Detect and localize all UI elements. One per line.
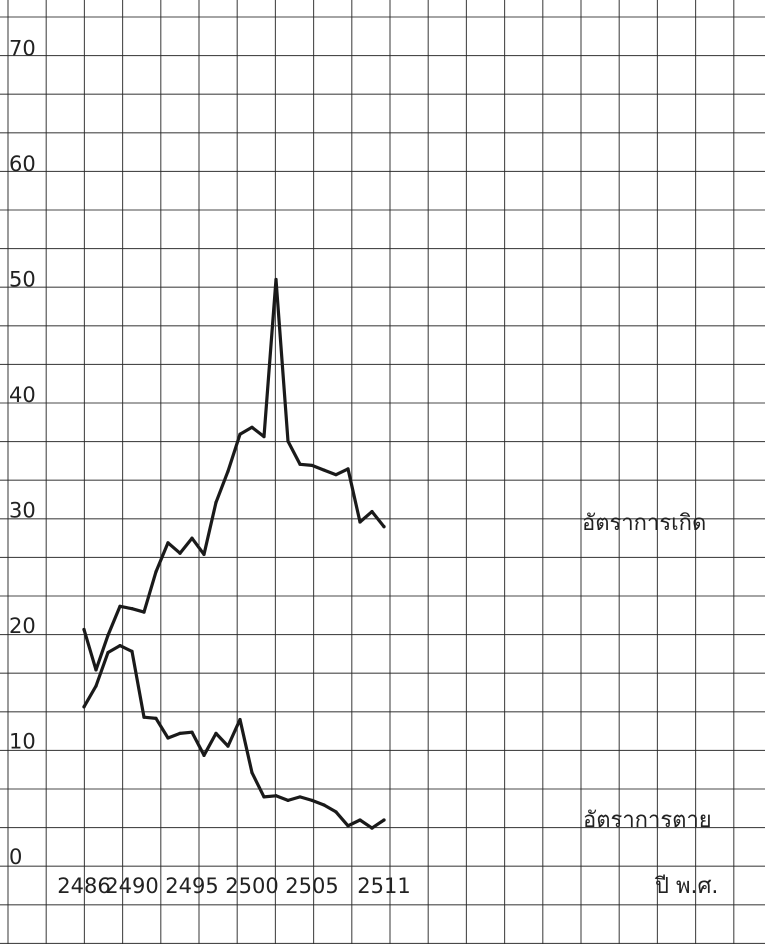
data-point xyxy=(286,798,290,802)
data-point xyxy=(274,277,278,282)
x-tick-label: 2511 xyxy=(357,874,410,898)
data-point xyxy=(118,644,122,648)
data-point xyxy=(202,753,206,757)
data-point xyxy=(370,510,374,514)
data-point xyxy=(106,633,110,637)
data-point xyxy=(106,650,110,655)
data-point xyxy=(310,463,314,468)
data-point xyxy=(190,536,194,540)
data-point xyxy=(82,627,86,632)
birth-rate-line xyxy=(82,277,386,672)
x-tick-label: 2486 xyxy=(57,874,110,898)
x-tick-label: 2495 xyxy=(165,874,218,898)
data-point xyxy=(250,771,254,775)
data-point xyxy=(214,731,218,736)
data-point xyxy=(298,795,302,799)
data-point xyxy=(238,717,242,722)
data-point xyxy=(298,462,302,466)
data-point xyxy=(166,541,170,545)
data-point xyxy=(382,525,386,529)
data-point xyxy=(142,610,146,614)
data-point xyxy=(382,818,386,822)
x-tick-label: 2490 xyxy=(105,874,158,898)
data-point xyxy=(238,432,242,436)
data-point xyxy=(226,469,230,473)
data-point xyxy=(130,649,134,653)
data-point xyxy=(214,500,218,504)
y-tick-label: 30 xyxy=(9,499,36,523)
data-point xyxy=(82,705,86,709)
data-point xyxy=(322,803,326,807)
y-tick-label: 10 xyxy=(9,730,36,754)
data-point xyxy=(346,824,350,828)
data-point xyxy=(370,826,374,830)
data-point xyxy=(310,798,314,802)
data-point xyxy=(202,552,206,556)
data-point xyxy=(334,473,338,477)
chart-series xyxy=(82,277,386,830)
y-axis-ticks: 0 10 20 30 40 50 60 70 xyxy=(9,37,36,870)
y-tick-label: 70 xyxy=(9,37,36,61)
y-tick-label: 60 xyxy=(9,152,36,176)
data-point xyxy=(358,818,362,822)
data-point xyxy=(334,810,338,814)
data-point xyxy=(262,795,266,799)
x-axis-label: ปี พ.ศ. xyxy=(654,874,719,899)
data-point xyxy=(118,604,122,608)
data-point xyxy=(250,425,254,429)
series-labels: อัตราการเกิดอัตราการตาย xyxy=(582,511,712,833)
death-rate-label: อัตราการตาย xyxy=(583,808,712,833)
data-point xyxy=(94,668,98,672)
data-point xyxy=(322,468,326,472)
data-point xyxy=(346,467,350,471)
data-point xyxy=(94,684,98,688)
y-tick-label: 20 xyxy=(9,614,36,638)
y-tick-label: 0 xyxy=(9,845,22,869)
data-point xyxy=(190,730,194,734)
data-point xyxy=(142,715,146,719)
data-point xyxy=(286,439,290,443)
death-rate-line xyxy=(82,643,386,830)
x-tick-label: 2505 xyxy=(285,874,338,898)
data-point xyxy=(274,794,278,798)
data-point xyxy=(154,716,158,720)
x-tick-label: 2500 xyxy=(225,874,278,898)
y-tick-label: 40 xyxy=(9,383,36,407)
birth-rate-label: อัตราการเกิด xyxy=(582,511,706,536)
y-tick-label: 50 xyxy=(9,268,36,292)
data-point xyxy=(226,744,230,748)
data-point xyxy=(166,736,170,740)
data-point xyxy=(130,607,134,611)
data-point xyxy=(262,434,266,439)
data-point xyxy=(358,520,362,524)
data-point xyxy=(178,731,182,736)
data-point xyxy=(178,551,182,555)
data-point xyxy=(154,570,158,574)
